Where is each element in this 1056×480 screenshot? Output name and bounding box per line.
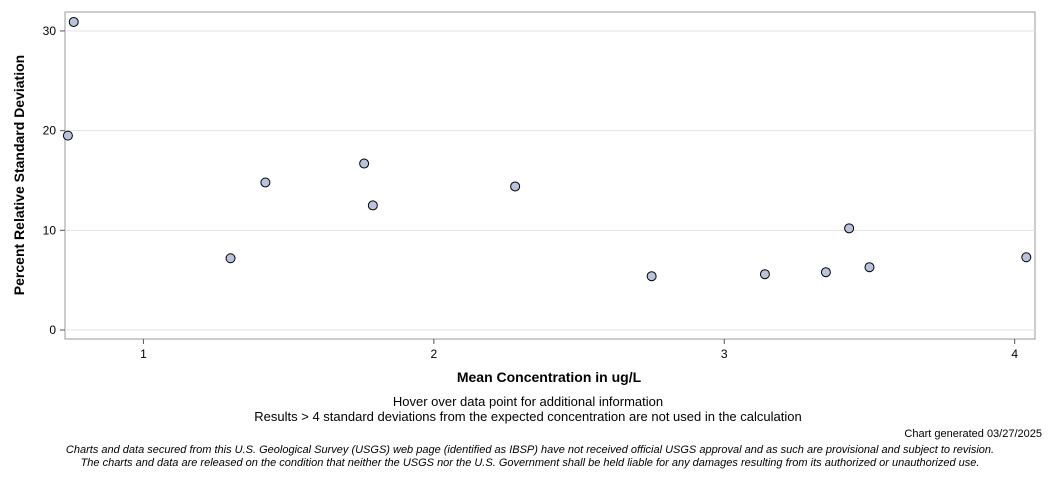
data-point[interactable] xyxy=(359,158,370,169)
data-point[interactable] xyxy=(844,223,855,234)
y-tick-label: 0 xyxy=(49,323,56,337)
data-point[interactable] xyxy=(62,130,73,141)
x-tick-label: 4 xyxy=(1011,347,1018,361)
x-tick-label: 2 xyxy=(430,347,437,361)
y-tick-label: 20 xyxy=(43,124,57,138)
data-point[interactable] xyxy=(367,200,378,211)
y-axis-title: Percent Relative Standard Deviation xyxy=(11,55,27,295)
data-points[interactable] xyxy=(62,16,1032,282)
gridlines xyxy=(65,30,1035,331)
chart-generated-date: Chart generated 03/27/2025 xyxy=(904,428,1042,440)
data-point[interactable] xyxy=(510,181,521,192)
plot-area xyxy=(64,11,1036,340)
data-point[interactable] xyxy=(225,253,236,264)
hover-note: Hover over data point for additional inf… xyxy=(392,394,664,409)
scatter-chart: 0 10 20 30 1 2 3 4 Mean Concentration in ug/L P… xyxy=(11,11,1036,385)
data-point[interactable] xyxy=(820,267,831,278)
y-tick-label: 30 xyxy=(43,24,57,38)
x-tick-label: 1 xyxy=(140,347,147,361)
data-point[interactable] xyxy=(260,177,271,188)
data-point[interactable] xyxy=(68,16,79,27)
disclaimer-line-2: The charts and data are released on the … xyxy=(80,457,980,469)
data-point[interactable] xyxy=(646,271,657,282)
axis-ticks: 0 10 20 30 1 2 3 4 xyxy=(43,24,1019,361)
y-tick-label: 10 xyxy=(43,223,57,237)
results-note: Results > 4 standard deviations from the… xyxy=(254,409,802,424)
data-point[interactable] xyxy=(759,269,770,280)
disclaimer-line-1: Charts and data secured from this U.S. G… xyxy=(65,444,995,456)
data-point[interactable] xyxy=(864,262,875,273)
data-point[interactable] xyxy=(1021,252,1032,263)
x-axis-title: Mean Concentration in ug/L xyxy=(457,369,642,385)
x-tick-label: 3 xyxy=(721,347,728,361)
